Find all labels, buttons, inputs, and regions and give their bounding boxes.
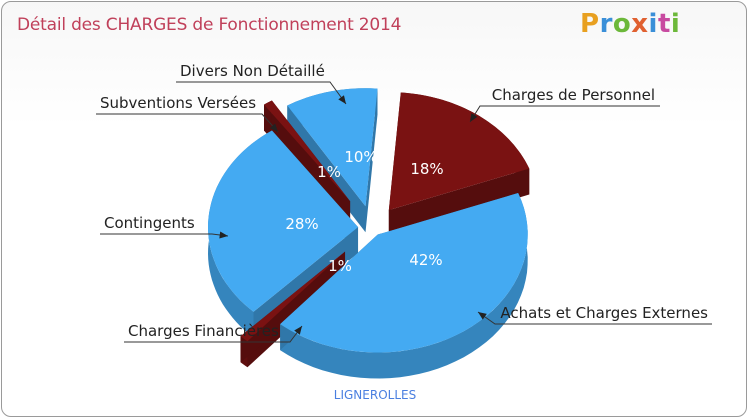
logo-letter: P (580, 9, 600, 39)
pie-slice-contingents (208, 130, 359, 312)
pie-category-label: Charges Financières (128, 322, 279, 340)
leader-arrowhead (219, 231, 228, 239)
logo-letter: x (631, 9, 649, 39)
pie-slice-divers-non-d-taill- (287, 88, 378, 207)
chart-title: Détail des CHARGES de Fonctionnement 201… (17, 15, 402, 35)
leader-arrowhead (478, 312, 487, 320)
leader-arrowhead (338, 95, 346, 104)
pie-slice-wall (365, 88, 378, 233)
pie-slice-wall (240, 251, 346, 363)
logo-letter: r (599, 9, 613, 39)
pie-slice-wall (388, 168, 530, 237)
pie-percent-label: 42% (409, 251, 442, 269)
pie-slice-side (280, 193, 528, 379)
pie-slice-charges-financi-res (240, 251, 346, 342)
leader-arrowhead (470, 113, 478, 122)
logo-letter: i (670, 9, 681, 39)
proxiti-logo: Proxiti (580, 9, 680, 39)
logo-letter: t (657, 9, 671, 39)
commune-name: LIGNEROLLES (333, 388, 417, 402)
pie-percent-label: 1% (317, 163, 341, 181)
leader-arrowhead (269, 123, 278, 132)
pie-category-label: Divers Non Détaillé (180, 62, 325, 80)
pie-percent-label: 1% (328, 257, 352, 275)
pie-slice-achats-et-charges-externes (280, 193, 528, 353)
pie-percent-label: 18% (410, 160, 443, 178)
leader-line (469, 105, 660, 123)
pie-slice-subventions-vers-es (264, 100, 351, 202)
pie-category-label: Charges de Personnel (492, 86, 655, 104)
logo-letter: i (648, 9, 658, 39)
pie-slice-charges-de-personnel (388, 92, 530, 211)
pie-category-label: Achats et Charges Externes (500, 304, 708, 322)
pie-percent-label: 28% (285, 215, 318, 233)
leader-line (96, 113, 279, 133)
pie-category-label: Contingents (104, 214, 195, 232)
logo-letter: o (612, 9, 632, 39)
pie-percent-label: 10% (344, 148, 377, 166)
leader-line (176, 81, 347, 105)
leader-arrowhead (294, 326, 302, 335)
pie-category-label: Subventions Versées (100, 94, 256, 112)
